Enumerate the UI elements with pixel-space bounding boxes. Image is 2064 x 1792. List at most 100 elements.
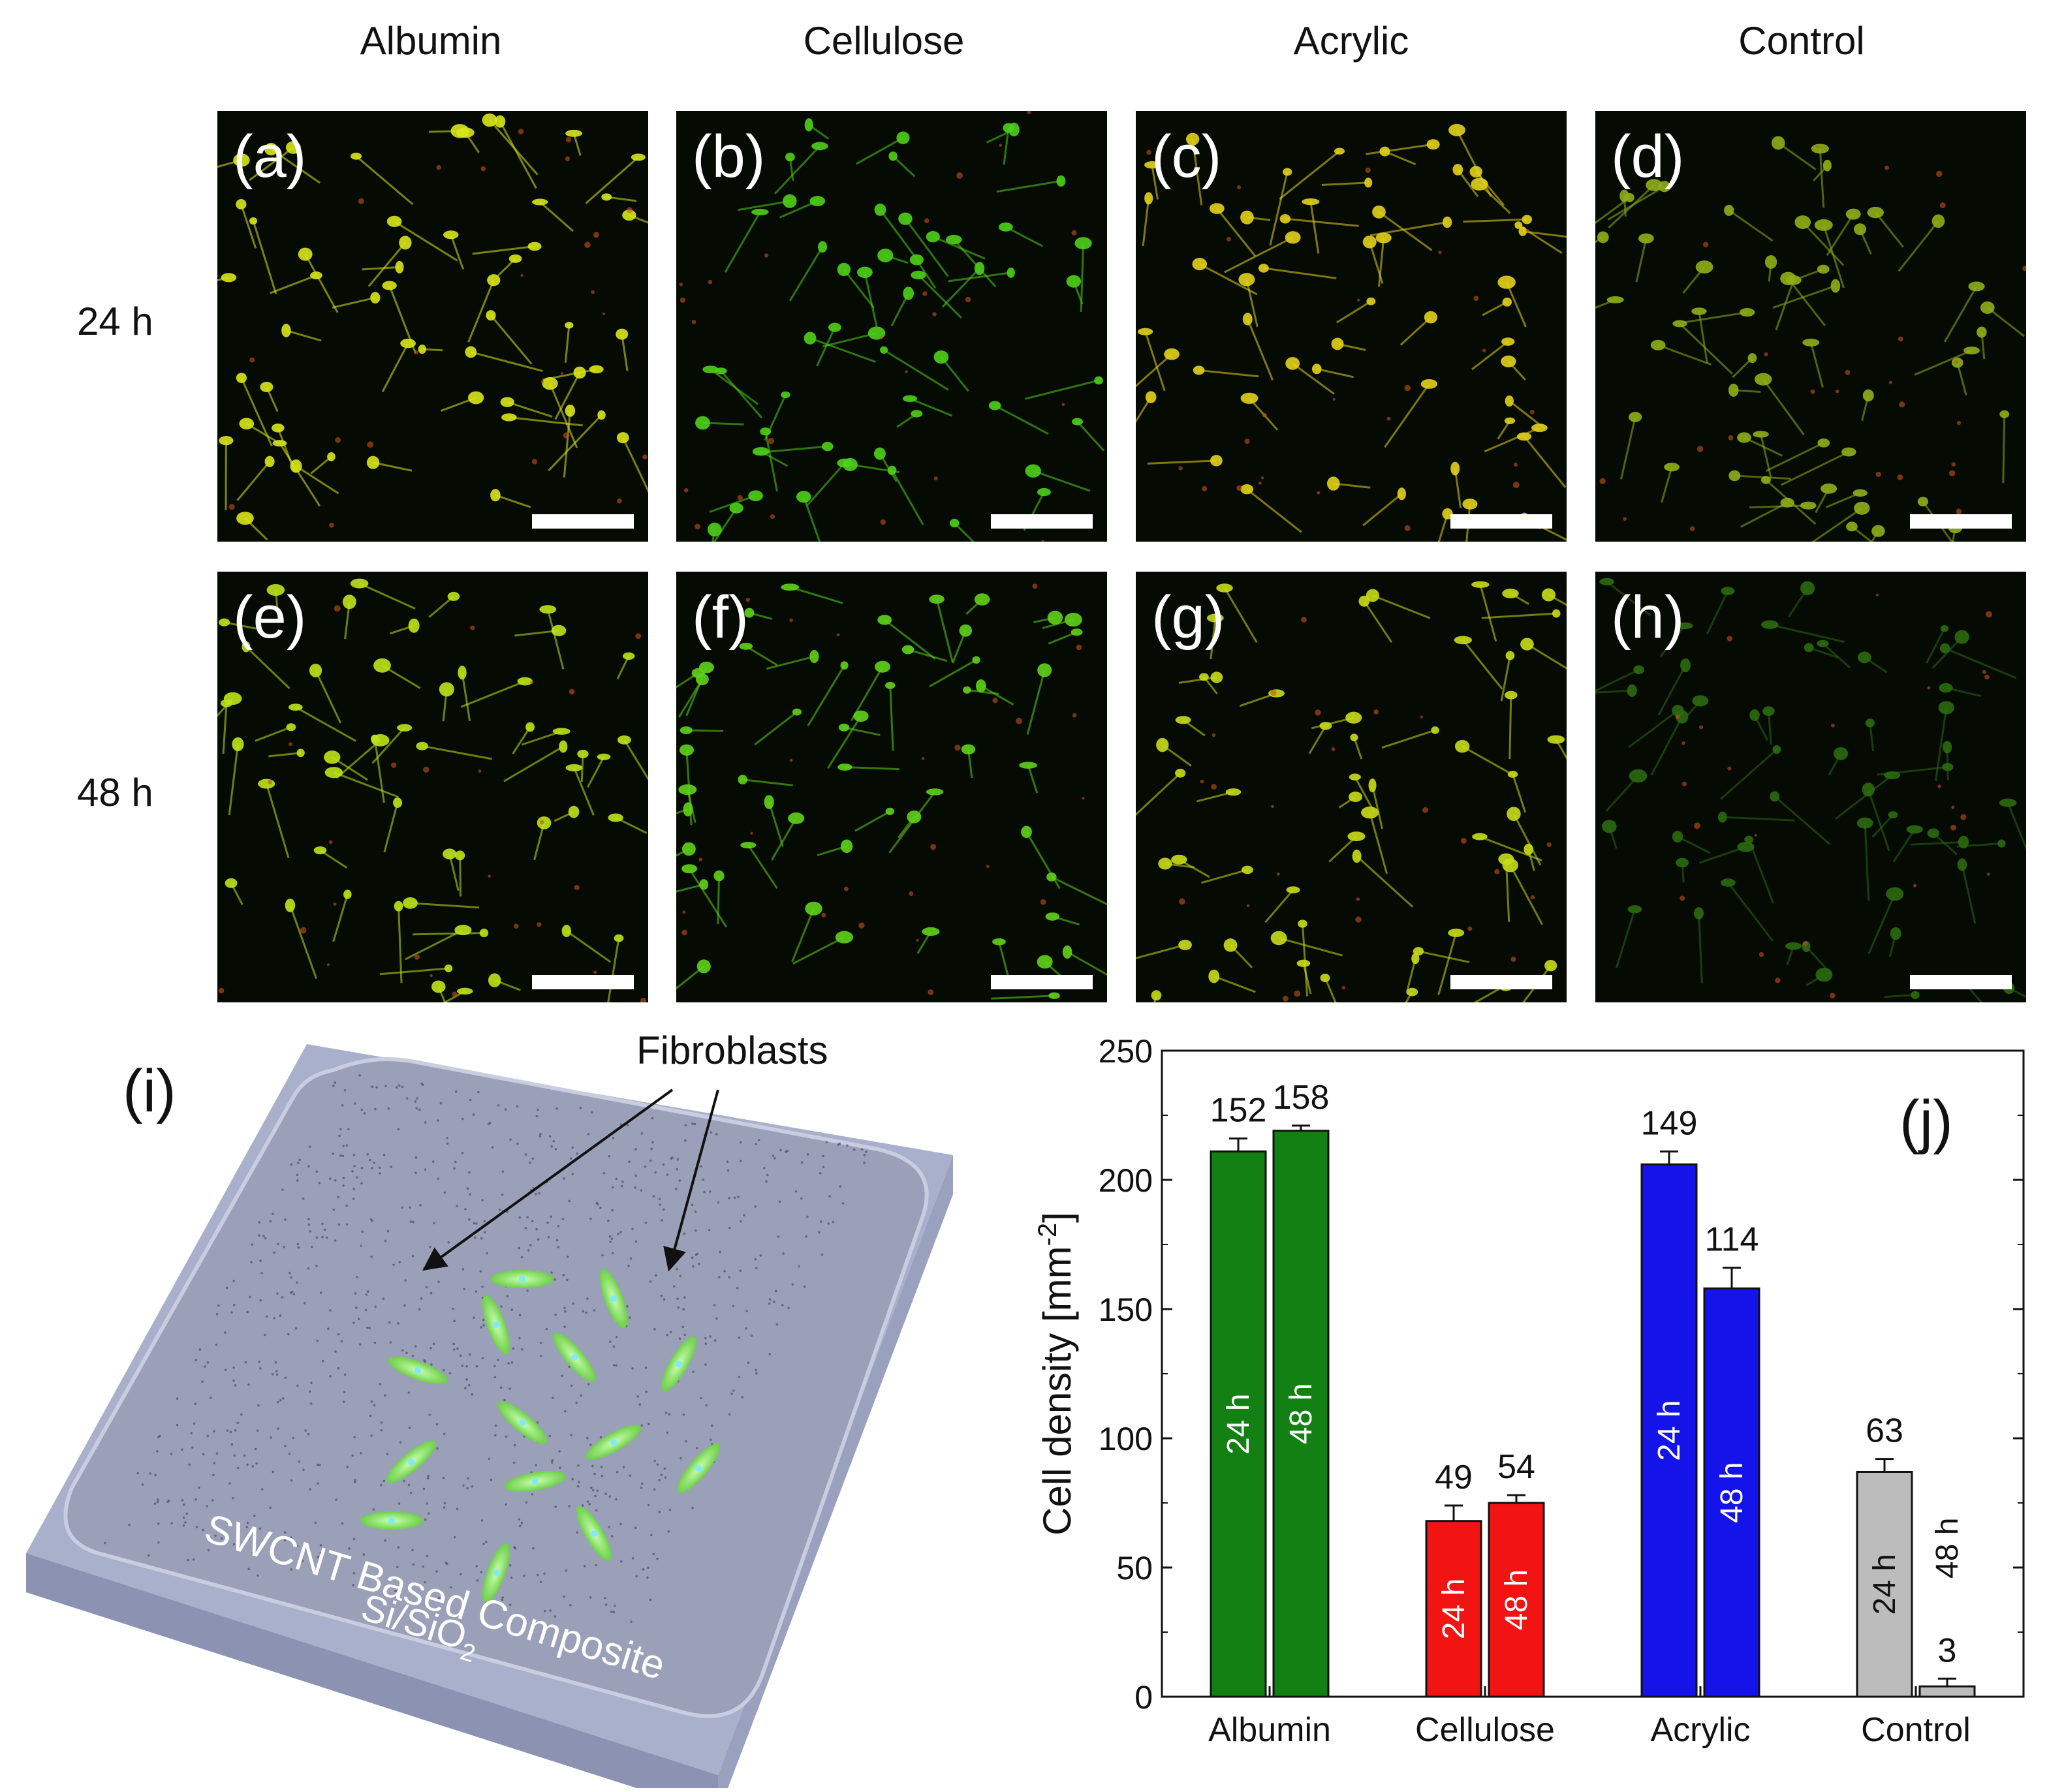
- nanotube-dot: [659, 1203, 661, 1206]
- nanotube-dot: [775, 1323, 779, 1326]
- cell-body: [1286, 886, 1300, 893]
- nanotube-dot: [264, 1237, 267, 1240]
- nanotube-dot: [676, 1167, 679, 1171]
- nanotube-dot: [516, 1142, 519, 1145]
- nanotube-dot: [653, 1327, 656, 1331]
- nanotube-dot: [371, 1085, 374, 1089]
- nanotube-dot: [247, 1568, 251, 1571]
- nanotube-dot: [467, 1477, 469, 1480]
- nanotube-dot: [518, 1216, 521, 1219]
- cell-body: [713, 870, 725, 882]
- cell-process: [1819, 148, 1825, 208]
- nanotube-dot: [383, 1479, 386, 1483]
- debris-dot: [1982, 670, 1986, 674]
- nanotube-dot: [368, 1327, 371, 1329]
- cell-process: [367, 241, 407, 287]
- cell-body: [1833, 747, 1849, 760]
- cell-process: [1822, 643, 1851, 669]
- cell-process: [499, 121, 537, 189]
- nanotube-dot: [582, 1310, 585, 1313]
- nanotube-dot: [307, 1165, 310, 1168]
- nanotube-dot: [373, 1404, 376, 1407]
- nanotube-dot: [308, 1390, 311, 1393]
- cell-body: [1977, 326, 1987, 338]
- cell-body: [1692, 695, 1709, 707]
- cell-body: [1658, 181, 1671, 193]
- cell-body: [1448, 123, 1465, 136]
- nanotube-dot: [387, 1107, 390, 1110]
- debris-dot: [821, 912, 826, 918]
- nanotube-dot: [524, 1226, 527, 1229]
- nanotube-dot: [622, 1466, 625, 1469]
- cell-process: [1199, 263, 1258, 296]
- debris-dot: [965, 296, 971, 303]
- nanotube-dot: [424, 1168, 427, 1171]
- nanotube-dot: [379, 1383, 382, 1385]
- debris-dot: [1355, 916, 1362, 923]
- cell-process: [1620, 416, 1636, 480]
- nanotube-dot: [576, 1485, 580, 1488]
- nanotube-dot: [215, 1452, 219, 1455]
- cell-body: [853, 710, 869, 722]
- fibroblast-cell: [576, 1506, 612, 1562]
- debris-dot: [1270, 689, 1277, 696]
- nanotube-dot: [409, 1491, 413, 1494]
- cell-body: [351, 152, 362, 160]
- nanotube-dot: [272, 1213, 274, 1215]
- debris-dot: [1897, 474, 1903, 480]
- nanotube-dot: [800, 1161, 804, 1164]
- cell-process: [994, 405, 1049, 435]
- cell-process: [1765, 442, 1824, 472]
- nanotube-dot: [355, 1306, 358, 1309]
- nanotube-dot: [615, 1177, 618, 1181]
- nanotube-dot: [419, 1204, 422, 1207]
- cell-body: [1531, 424, 1548, 433]
- nanotube-dot: [465, 1365, 468, 1368]
- cell-process: [240, 204, 257, 249]
- cell-body: [975, 679, 986, 693]
- debris-dot: [1146, 149, 1151, 155]
- nanotube-dot: [661, 1219, 663, 1222]
- nanotube-dot: [584, 1565, 586, 1568]
- cell-process: [563, 410, 571, 478]
- nanotube-dot: [332, 1209, 336, 1211]
- cell-body: [1999, 410, 2010, 418]
- nanotube-dot: [818, 1231, 821, 1234]
- debris-dot: [617, 498, 622, 504]
- cell-process: [1595, 236, 1604, 243]
- nanotube-dot: [206, 1361, 210, 1364]
- nanotube-dot: [414, 1171, 417, 1175]
- nanotube-dot: [245, 1526, 249, 1528]
- debris-dot: [1759, 951, 1764, 957]
- cell-body: [748, 490, 763, 502]
- nanotube-dot: [787, 1306, 790, 1310]
- cell-process: [1384, 150, 1416, 166]
- debris-dot: [627, 207, 633, 213]
- nanotube-dot: [421, 1083, 424, 1087]
- debris-dot: [1599, 478, 1606, 484]
- nanotube-dot: [463, 1598, 466, 1601]
- debris-dot: [1260, 476, 1264, 480]
- nanotube-dot: [705, 1404, 708, 1407]
- cell-process: [1067, 951, 1107, 976]
- cell-body: [397, 724, 413, 732]
- nanotube-dot: [580, 1394, 583, 1397]
- debris-dot: [1697, 446, 1704, 452]
- cell-body: [324, 767, 343, 779]
- nanotube-dot: [691, 1506, 694, 1509]
- nanotube-dot: [246, 1310, 249, 1314]
- cell-process: [789, 586, 843, 604]
- nanotube-dot: [202, 1453, 205, 1456]
- debris-dot: [768, 437, 775, 444]
- cell-process: [1657, 664, 1687, 716]
- cell-process: [713, 507, 738, 542]
- debris-dot: [1212, 733, 1216, 737]
- cell-process: [1986, 307, 2025, 337]
- fibroblast-cell: [388, 1356, 448, 1385]
- nanotube-dot: [315, 1265, 318, 1267]
- cell-process: [1526, 643, 1567, 670]
- nanotube-dot: [710, 1438, 712, 1442]
- nanotube-dot: [646, 1566, 649, 1569]
- cell-process: [539, 201, 574, 232]
- nanotube-dot: [561, 1374, 563, 1378]
